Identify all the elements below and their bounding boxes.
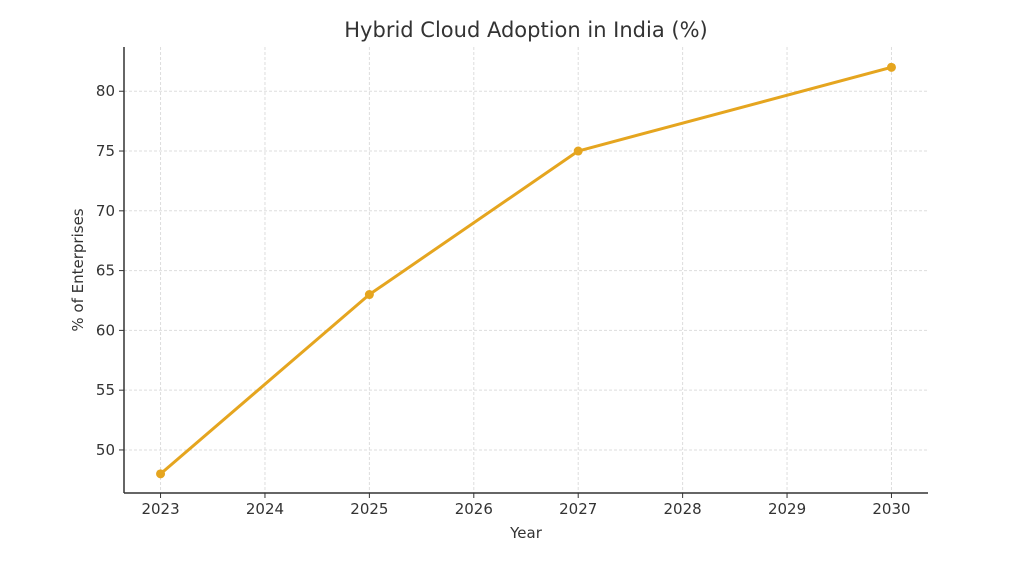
y-tick-label: 70 — [96, 202, 115, 220]
x-tick-label: 2025 — [350, 500, 388, 518]
x-tick-label: 2028 — [664, 500, 702, 518]
y-tick-label: 80 — [96, 82, 115, 100]
x-tick-label: 2023 — [141, 500, 179, 518]
x-tick-label: 2029 — [768, 500, 806, 518]
y-tick-label: 60 — [96, 321, 115, 339]
data-point — [156, 469, 166, 479]
x-tick-label: 2026 — [455, 500, 493, 518]
data-point — [364, 290, 374, 300]
y-tick-label: 75 — [96, 142, 115, 160]
data-point — [573, 146, 583, 156]
y-tick-label: 50 — [96, 441, 115, 459]
x-axis-label: Year — [509, 524, 543, 542]
series-line — [159, 65, 892, 476]
chart-title: Hybrid Cloud Adoption in India (%) — [344, 18, 707, 42]
y-tick-label: 55 — [96, 381, 115, 399]
data-point — [886, 62, 896, 72]
y-tick-label: 65 — [96, 262, 115, 280]
y-axis-label: % of Enterprises — [69, 208, 87, 331]
x-tick-label: 2027 — [559, 500, 597, 518]
x-tick-label: 2024 — [246, 500, 284, 518]
x-tick-label: 2030 — [872, 500, 910, 518]
